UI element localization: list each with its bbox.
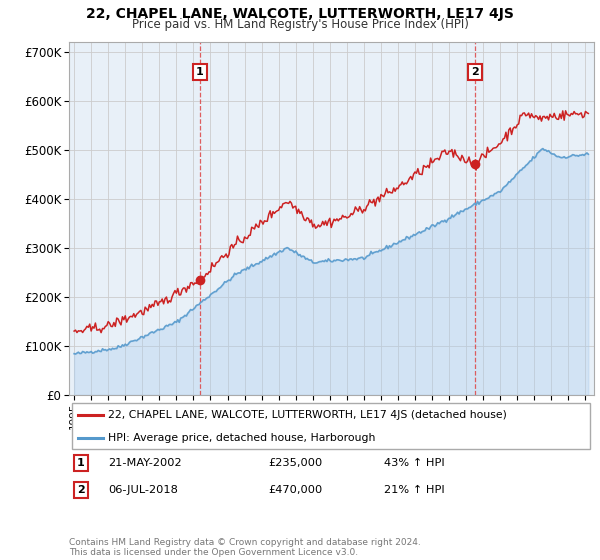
Text: 1: 1 xyxy=(77,458,85,468)
FancyBboxPatch shape xyxy=(71,404,590,449)
Text: 21% ↑ HPI: 21% ↑ HPI xyxy=(384,486,445,496)
Text: 43% ↑ HPI: 43% ↑ HPI xyxy=(384,458,445,468)
Text: Contains HM Land Registry data © Crown copyright and database right 2024.
This d: Contains HM Land Registry data © Crown c… xyxy=(69,538,421,557)
Text: 2: 2 xyxy=(77,486,85,496)
Text: £470,000: £470,000 xyxy=(269,486,323,496)
Text: 1: 1 xyxy=(196,67,204,77)
Text: Price paid vs. HM Land Registry's House Price Index (HPI): Price paid vs. HM Land Registry's House … xyxy=(131,18,469,31)
Text: 21-MAY-2002: 21-MAY-2002 xyxy=(109,458,182,468)
Text: HPI: Average price, detached house, Harborough: HPI: Average price, detached house, Harb… xyxy=(109,433,376,443)
Text: 2: 2 xyxy=(471,67,479,77)
Text: 06-JUL-2018: 06-JUL-2018 xyxy=(109,486,178,496)
Text: £235,000: £235,000 xyxy=(269,458,323,468)
Text: 22, CHAPEL LANE, WALCOTE, LUTTERWORTH, LE17 4JS: 22, CHAPEL LANE, WALCOTE, LUTTERWORTH, L… xyxy=(86,7,514,21)
Text: 22, CHAPEL LANE, WALCOTE, LUTTERWORTH, LE17 4JS (detached house): 22, CHAPEL LANE, WALCOTE, LUTTERWORTH, L… xyxy=(109,410,507,421)
